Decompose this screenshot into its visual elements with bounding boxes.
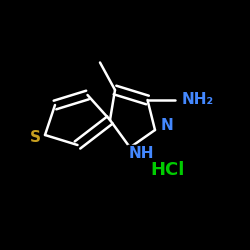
Text: HCl: HCl [150,161,185,179]
Text: NH₂: NH₂ [181,92,214,108]
Text: NH: NH [128,146,154,161]
Text: S: S [30,130,40,145]
Text: N: N [161,118,174,132]
